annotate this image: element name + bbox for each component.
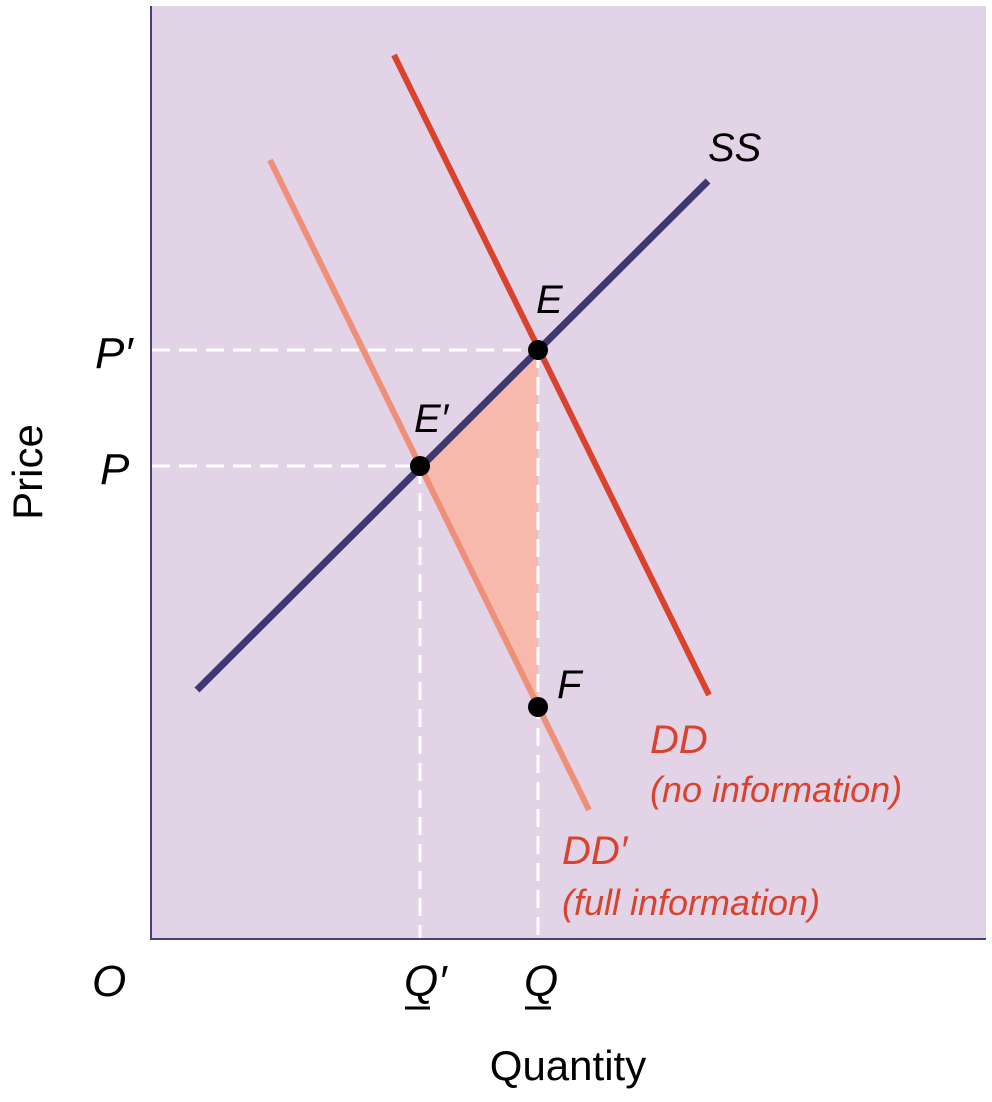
demand-no-info-label: DD	[650, 718, 708, 762]
origin-label: O	[92, 957, 126, 1006]
y-tick-p-prime: P′	[95, 329, 134, 378]
point-e	[528, 340, 548, 360]
x-axis-title: Quantity	[490, 1042, 646, 1089]
point-f-label: F	[557, 663, 584, 707]
point-e-prime	[410, 456, 430, 476]
supply-label: SS	[708, 126, 762, 170]
demand-no-info-note: (no information)	[650, 769, 902, 810]
demand-full-info-note: (full information)	[562, 882, 820, 923]
y-tick-p: P	[100, 445, 130, 494]
x-tick-q-prime: Q′	[404, 957, 448, 1006]
plot-area	[151, 6, 986, 939]
point-f	[528, 697, 548, 717]
demand-no-info-curve	[391, 53, 712, 697]
y-axis-title: Price	[4, 424, 51, 520]
supply-curve	[194, 178, 711, 693]
demand-full-info-label: DD′	[562, 829, 629, 873]
x-tick-q: Q	[524, 957, 558, 1006]
point-e-prime-label: E′	[414, 397, 450, 441]
point-e-label: E	[536, 278, 564, 322]
